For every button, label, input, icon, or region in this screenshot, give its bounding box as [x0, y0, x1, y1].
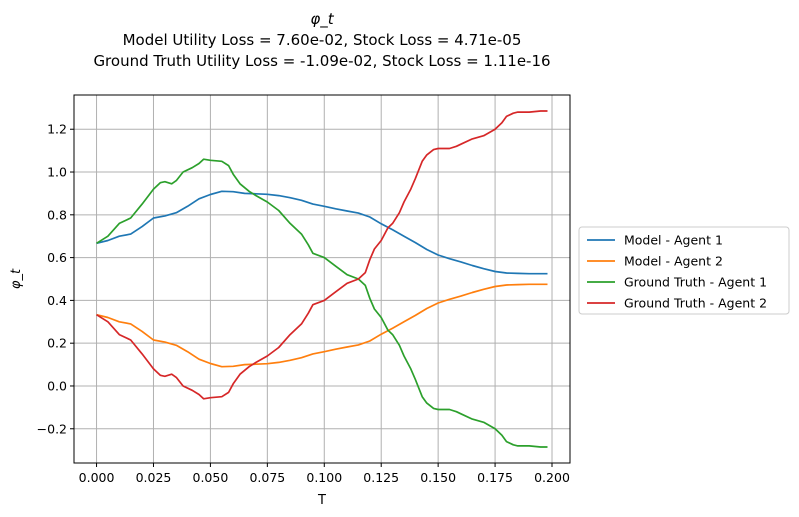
- chart-subtitle-line-1: Model Utility Loss = 7.60e-02, Stock Los…: [123, 31, 522, 49]
- y-axis-label: φ_t: [9, 268, 24, 289]
- plot-frame: [73, 94, 571, 464]
- y-tick-label: 0.2: [47, 336, 67, 351]
- legend-frame: [578, 226, 790, 315]
- y-tick-label: 0.6: [47, 250, 67, 265]
- x-tick-label: 0.175: [477, 470, 513, 485]
- chart-subtitle-line-2: Ground Truth Utility Loss = -1.09e-02, S…: [93, 52, 550, 70]
- series-line-2: [96, 283, 548, 368]
- y-tick-label: −0.2: [37, 421, 67, 436]
- legend-label-2: Model - Agent 2: [624, 254, 723, 269]
- legend-label-3: Ground Truth - Agent 1: [624, 275, 767, 290]
- x-tick-label: 0.100: [306, 470, 342, 485]
- series-line-4: [96, 110, 548, 400]
- x-tick-label: 0.050: [193, 470, 229, 485]
- chart-title: φ_t: [310, 10, 334, 29]
- x-tick-label: 0.025: [136, 470, 172, 485]
- x-axis-ticks: 0.000 0.025 0.050 0.075 0.100 0.125 0.150 0.175…: [79, 463, 570, 485]
- legend-label-4: Ground Truth - Agent 2: [624, 296, 767, 311]
- x-axis-label: T: [317, 493, 326, 508]
- y-tick-label: 0.0: [47, 378, 67, 393]
- x-tick-label: 0.075: [249, 470, 285, 485]
- y-tick-label: 0.4: [47, 293, 67, 308]
- x-tick-label: 0.150: [420, 470, 456, 485]
- y-tick-label: 0.8: [47, 207, 67, 222]
- series-lines: [96, 110, 548, 448]
- y-tick-label: 1.2: [47, 122, 67, 137]
- x-tick-label: 0.125: [363, 470, 399, 485]
- legend: Model - Agent 1 Model - Agent 2 Ground Tru…: [578, 226, 790, 315]
- gridlines: [74, 95, 570, 463]
- y-tick-label: 1.0: [47, 165, 67, 180]
- series-line-1: [96, 190, 548, 275]
- x-tick-label: 0.000: [79, 470, 115, 485]
- y-axis-ticks: −0.2 0.0 0.2 0.4 0.6 0.8 1.0 1.2: [37, 122, 74, 436]
- legend-label-1: Model - Agent 1: [624, 233, 723, 248]
- x-tick-label: 0.200: [534, 470, 570, 485]
- series-line-3: [96, 158, 548, 448]
